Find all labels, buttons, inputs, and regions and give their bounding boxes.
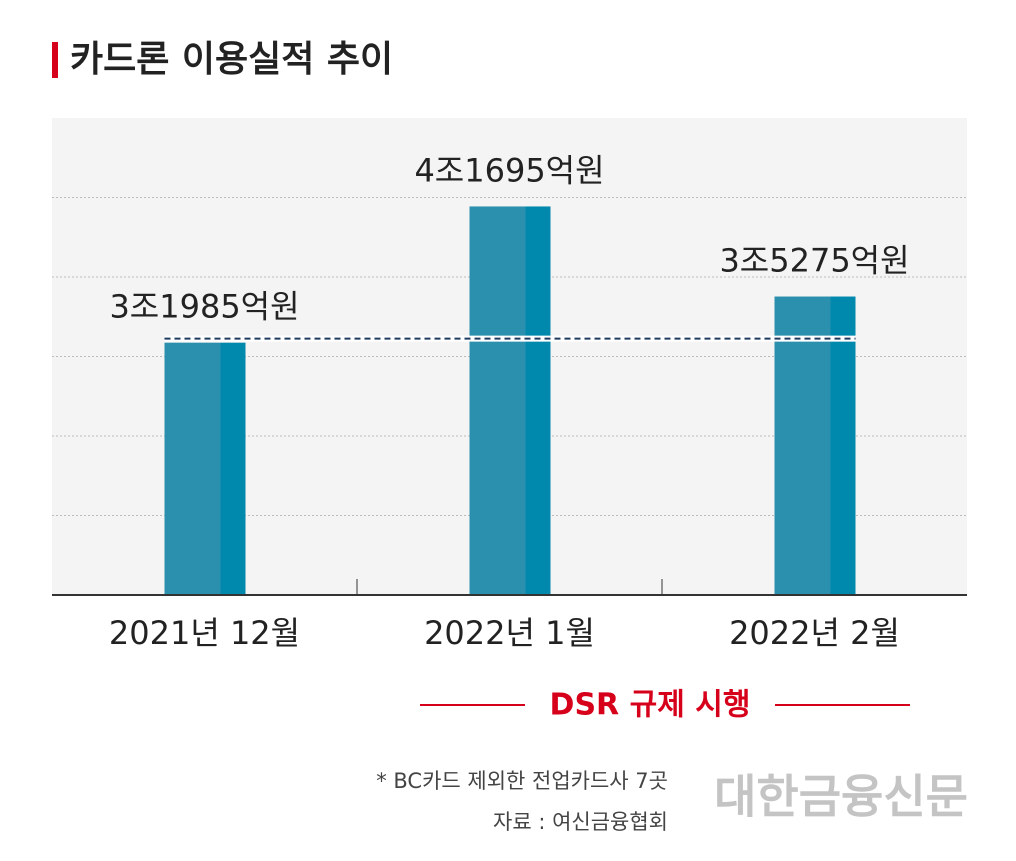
x-tick-label: 2022년 2월 bbox=[729, 614, 900, 652]
bar bbox=[774, 296, 856, 595]
footnote: * BC카드 제외한 전업카드사 7곳 bbox=[376, 769, 668, 793]
x-tick-label: 2021년 12월 bbox=[109, 614, 300, 652]
chart-title: 카드론 이용실적 추이 bbox=[70, 39, 393, 80]
title-marker bbox=[52, 42, 58, 78]
annotation: DSR 규제 시행 bbox=[550, 688, 751, 723]
bar bbox=[164, 342, 246, 595]
value-label: 3조1985억원 bbox=[109, 288, 299, 326]
bar bbox=[469, 206, 551, 595]
source: 자료 : 여신금융협회 bbox=[493, 810, 668, 834]
x-tick-label: 2022년 1월 bbox=[424, 614, 595, 652]
value-label: 3조5275억원 bbox=[719, 242, 909, 280]
watermark: 대한금융신문 bbox=[714, 770, 968, 824]
value-label: 4조1695억원 bbox=[414, 151, 604, 189]
